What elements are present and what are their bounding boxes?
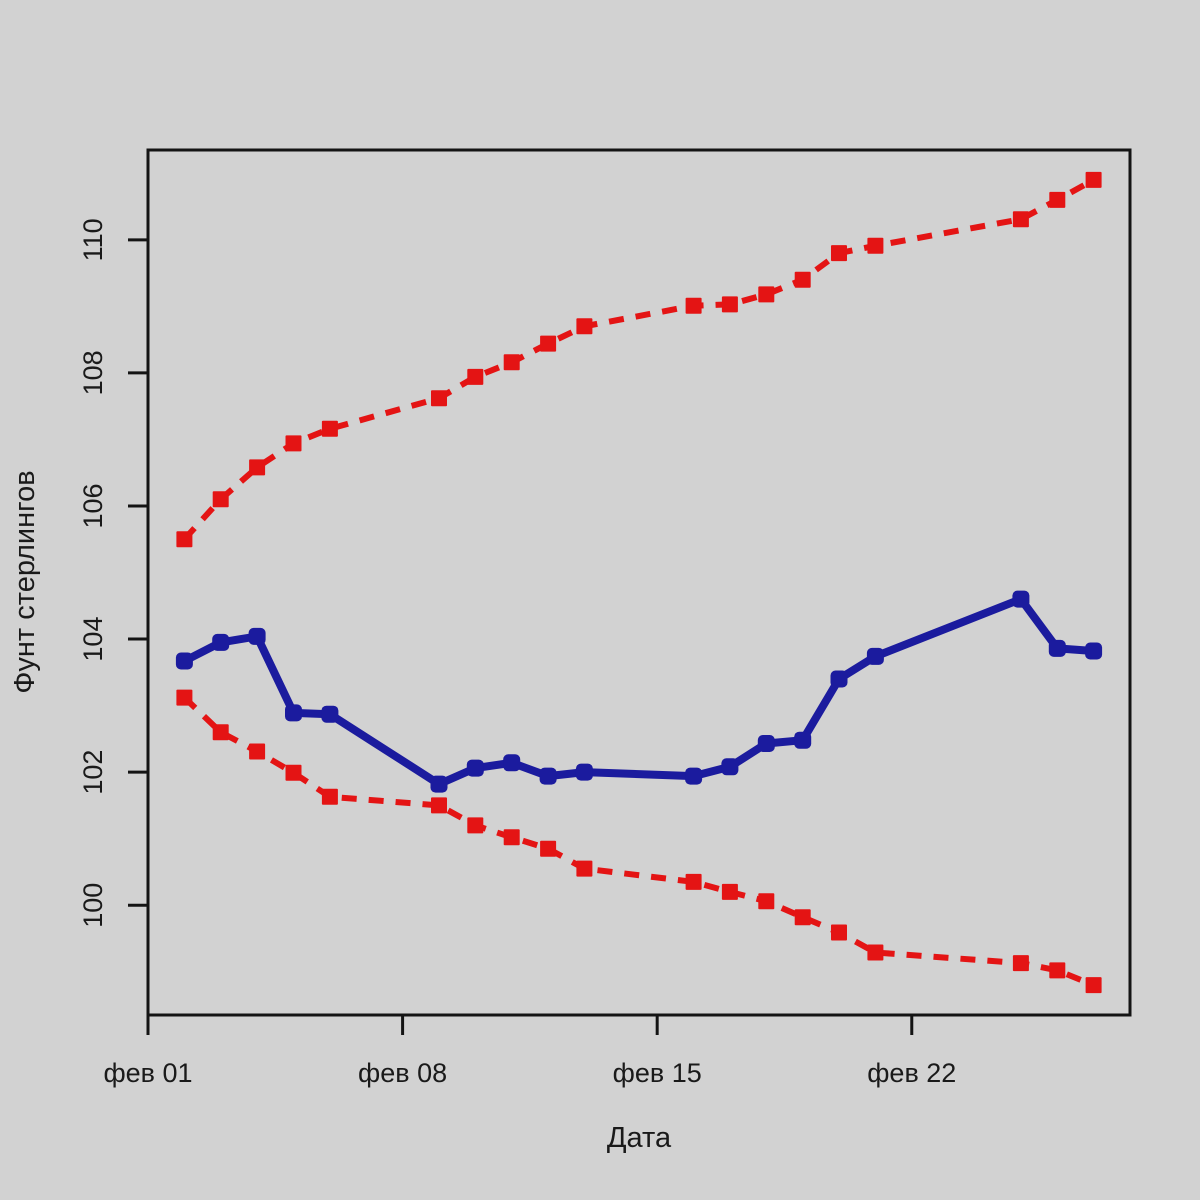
data-point-lower-bound-dashed-red [249,743,266,760]
data-point-lower-bound-dashed-red [212,724,229,741]
data-point-lower-bound-dashed-red [1085,977,1102,994]
y-tick-label: 106 [78,483,108,528]
x-tick-label: фев 22 [867,1058,956,1088]
x-tick-label: фев 08 [358,1058,447,1088]
data-point-upper-bound-dashed-red [249,459,266,476]
data-point-actual-solid-blue [830,670,848,688]
data-point-upper-bound-dashed-red [285,435,302,452]
data-point-upper-bound-dashed-red [1085,171,1102,188]
data-point-actual-solid-blue [685,767,703,785]
x-tick-label: фев 01 [103,1058,192,1088]
x-axis-title: Дата [607,1122,672,1154]
data-point-lower-bound-dashed-red [867,944,884,961]
data-point-upper-bound-dashed-red [1049,191,1066,208]
data-point-actual-solid-blue [1012,590,1030,608]
data-point-actual-solid-blue [757,735,775,752]
x-tick-label: фев 15 [613,1058,702,1088]
y-tick-label: 104 [78,617,108,662]
data-point-upper-bound-dashed-red [685,297,702,314]
data-point-lower-bound-dashed-red [721,883,738,900]
data-point-upper-bound-dashed-red [867,237,884,254]
data-point-actual-solid-blue [539,767,557,785]
data-point-actual-solid-blue [721,758,739,776]
y-tick-label: 108 [78,350,108,395]
data-point-actual-solid-blue [430,775,448,793]
data-point-actual-solid-blue [503,754,521,772]
data-point-lower-bound-dashed-red [467,817,484,834]
data-point-upper-bound-dashed-red [503,354,520,371]
data-point-lower-bound-dashed-red [576,860,593,877]
data-point-upper-bound-dashed-red [321,420,338,437]
y-axis-title: Фунт стерлингов [9,470,41,693]
data-point-lower-bound-dashed-red [758,893,775,910]
data-point-upper-bound-dashed-red [212,491,229,508]
y-tick-label: 110 [78,218,108,261]
data-point-actual-solid-blue [285,704,302,722]
data-point-upper-bound-dashed-red [1012,211,1029,228]
data-point-upper-bound-dashed-red [758,286,775,303]
data-point-lower-bound-dashed-red [431,797,447,814]
data-point-lower-bound-dashed-red [285,764,302,781]
data-point-upper-bound-dashed-red [431,390,447,407]
data-point-lower-bound-dashed-red [794,909,811,926]
data-point-actual-solid-blue [575,763,593,781]
data-point-actual-solid-blue [1048,639,1066,657]
data-point-actual-solid-blue [248,627,266,645]
series-line-actual-solid-blue [182,595,1094,789]
data-point-actual-solid-blue [175,652,193,670]
data-point-lower-bound-dashed-red [321,788,338,805]
data-point-lower-bound-dashed-red [685,873,702,890]
data-point-lower-bound-dashed-red [503,829,520,846]
data-point-upper-bound-dashed-red [794,271,811,288]
data-point-upper-bound-dashed-red [576,318,593,335]
data-point-upper-bound-dashed-red [831,245,847,262]
data-point-actual-solid-blue [212,633,230,651]
data-point-upper-bound-dashed-red [467,368,484,385]
data-point-upper-bound-dashed-red [176,531,193,548]
series-line-upper-bound-dashed-red [182,177,1096,542]
y-tick-label: 102 [78,750,108,795]
data-point-actual-solid-blue [466,759,484,777]
data-point-actual-solid-blue [866,647,884,665]
data-point-lower-bound-dashed-red [1012,955,1029,972]
data-point-lower-bound-dashed-red [540,840,557,857]
plot-box [146,148,1132,1017]
data-point-actual-solid-blue [321,705,339,723]
data-point-actual-solid-blue [794,731,812,749]
data-point-actual-solid-blue [1085,642,1103,660]
series-line-lower-bound-dashed-red [182,695,1095,988]
data-point-lower-bound-dashed-red [831,924,847,941]
data-point-lower-bound-dashed-red [1049,962,1066,979]
data-point-lower-bound-dashed-red [176,689,193,706]
y-tick-label: 100 [78,883,108,928]
data-point-upper-bound-dashed-red [540,335,557,352]
data-point-upper-bound-dashed-red [721,296,738,313]
